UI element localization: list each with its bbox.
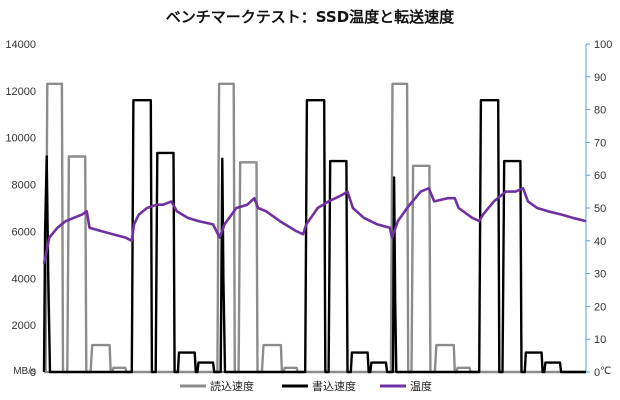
- chart-title: ベンチマークテスト：SSD温度と転送速度: [166, 8, 455, 26]
- left-tick-label: 0: [30, 367, 36, 379]
- right-axis-ticks: 0 10 20 30 40 50 60 70 80 90 100: [586, 39, 612, 379]
- left-tick-label: 6000: [12, 226, 36, 238]
- left-tick-label: 8000: [12, 180, 36, 192]
- series-line-1: [42, 98, 586, 374]
- left-tick-label: 4000: [12, 273, 36, 285]
- legend-label-0: 読込速度: [210, 379, 254, 393]
- series-layer: [42, 82, 587, 374]
- right-tick-label: 0: [594, 367, 600, 379]
- right-tick-label: 80: [594, 105, 606, 117]
- right-tick-label: 10: [594, 334, 606, 346]
- right-axis-unit: ℃: [600, 366, 611, 377]
- legend-label-2: 温度: [410, 379, 432, 393]
- left-tick-label: 10000: [5, 133, 36, 145]
- right-tick-label: 100: [594, 39, 612, 51]
- right-tick-label: 70: [594, 137, 606, 149]
- left-tick-label: 14000: [5, 39, 36, 51]
- left-tick-label: 12000: [5, 86, 36, 98]
- legend-label-1: 書込速度: [312, 379, 356, 393]
- right-tick-label: 90: [594, 72, 606, 84]
- right-tick-label: 20: [594, 301, 606, 313]
- right-tick-label: 30: [594, 269, 606, 281]
- left-axis-ticks: 0 2000 4000 6000 8000 10000 12000 14000: [5, 39, 36, 379]
- left-axis-unit: MB/s: [13, 366, 36, 377]
- left-tick-label: 2000: [12, 320, 36, 332]
- right-tick-label: 60: [594, 170, 606, 182]
- right-tick-label: 50: [594, 203, 606, 215]
- right-tick-label: 40: [594, 236, 606, 248]
- legend: 読込速度 書込速度 温度: [180, 379, 432, 393]
- series-line-2: [42, 187, 587, 265]
